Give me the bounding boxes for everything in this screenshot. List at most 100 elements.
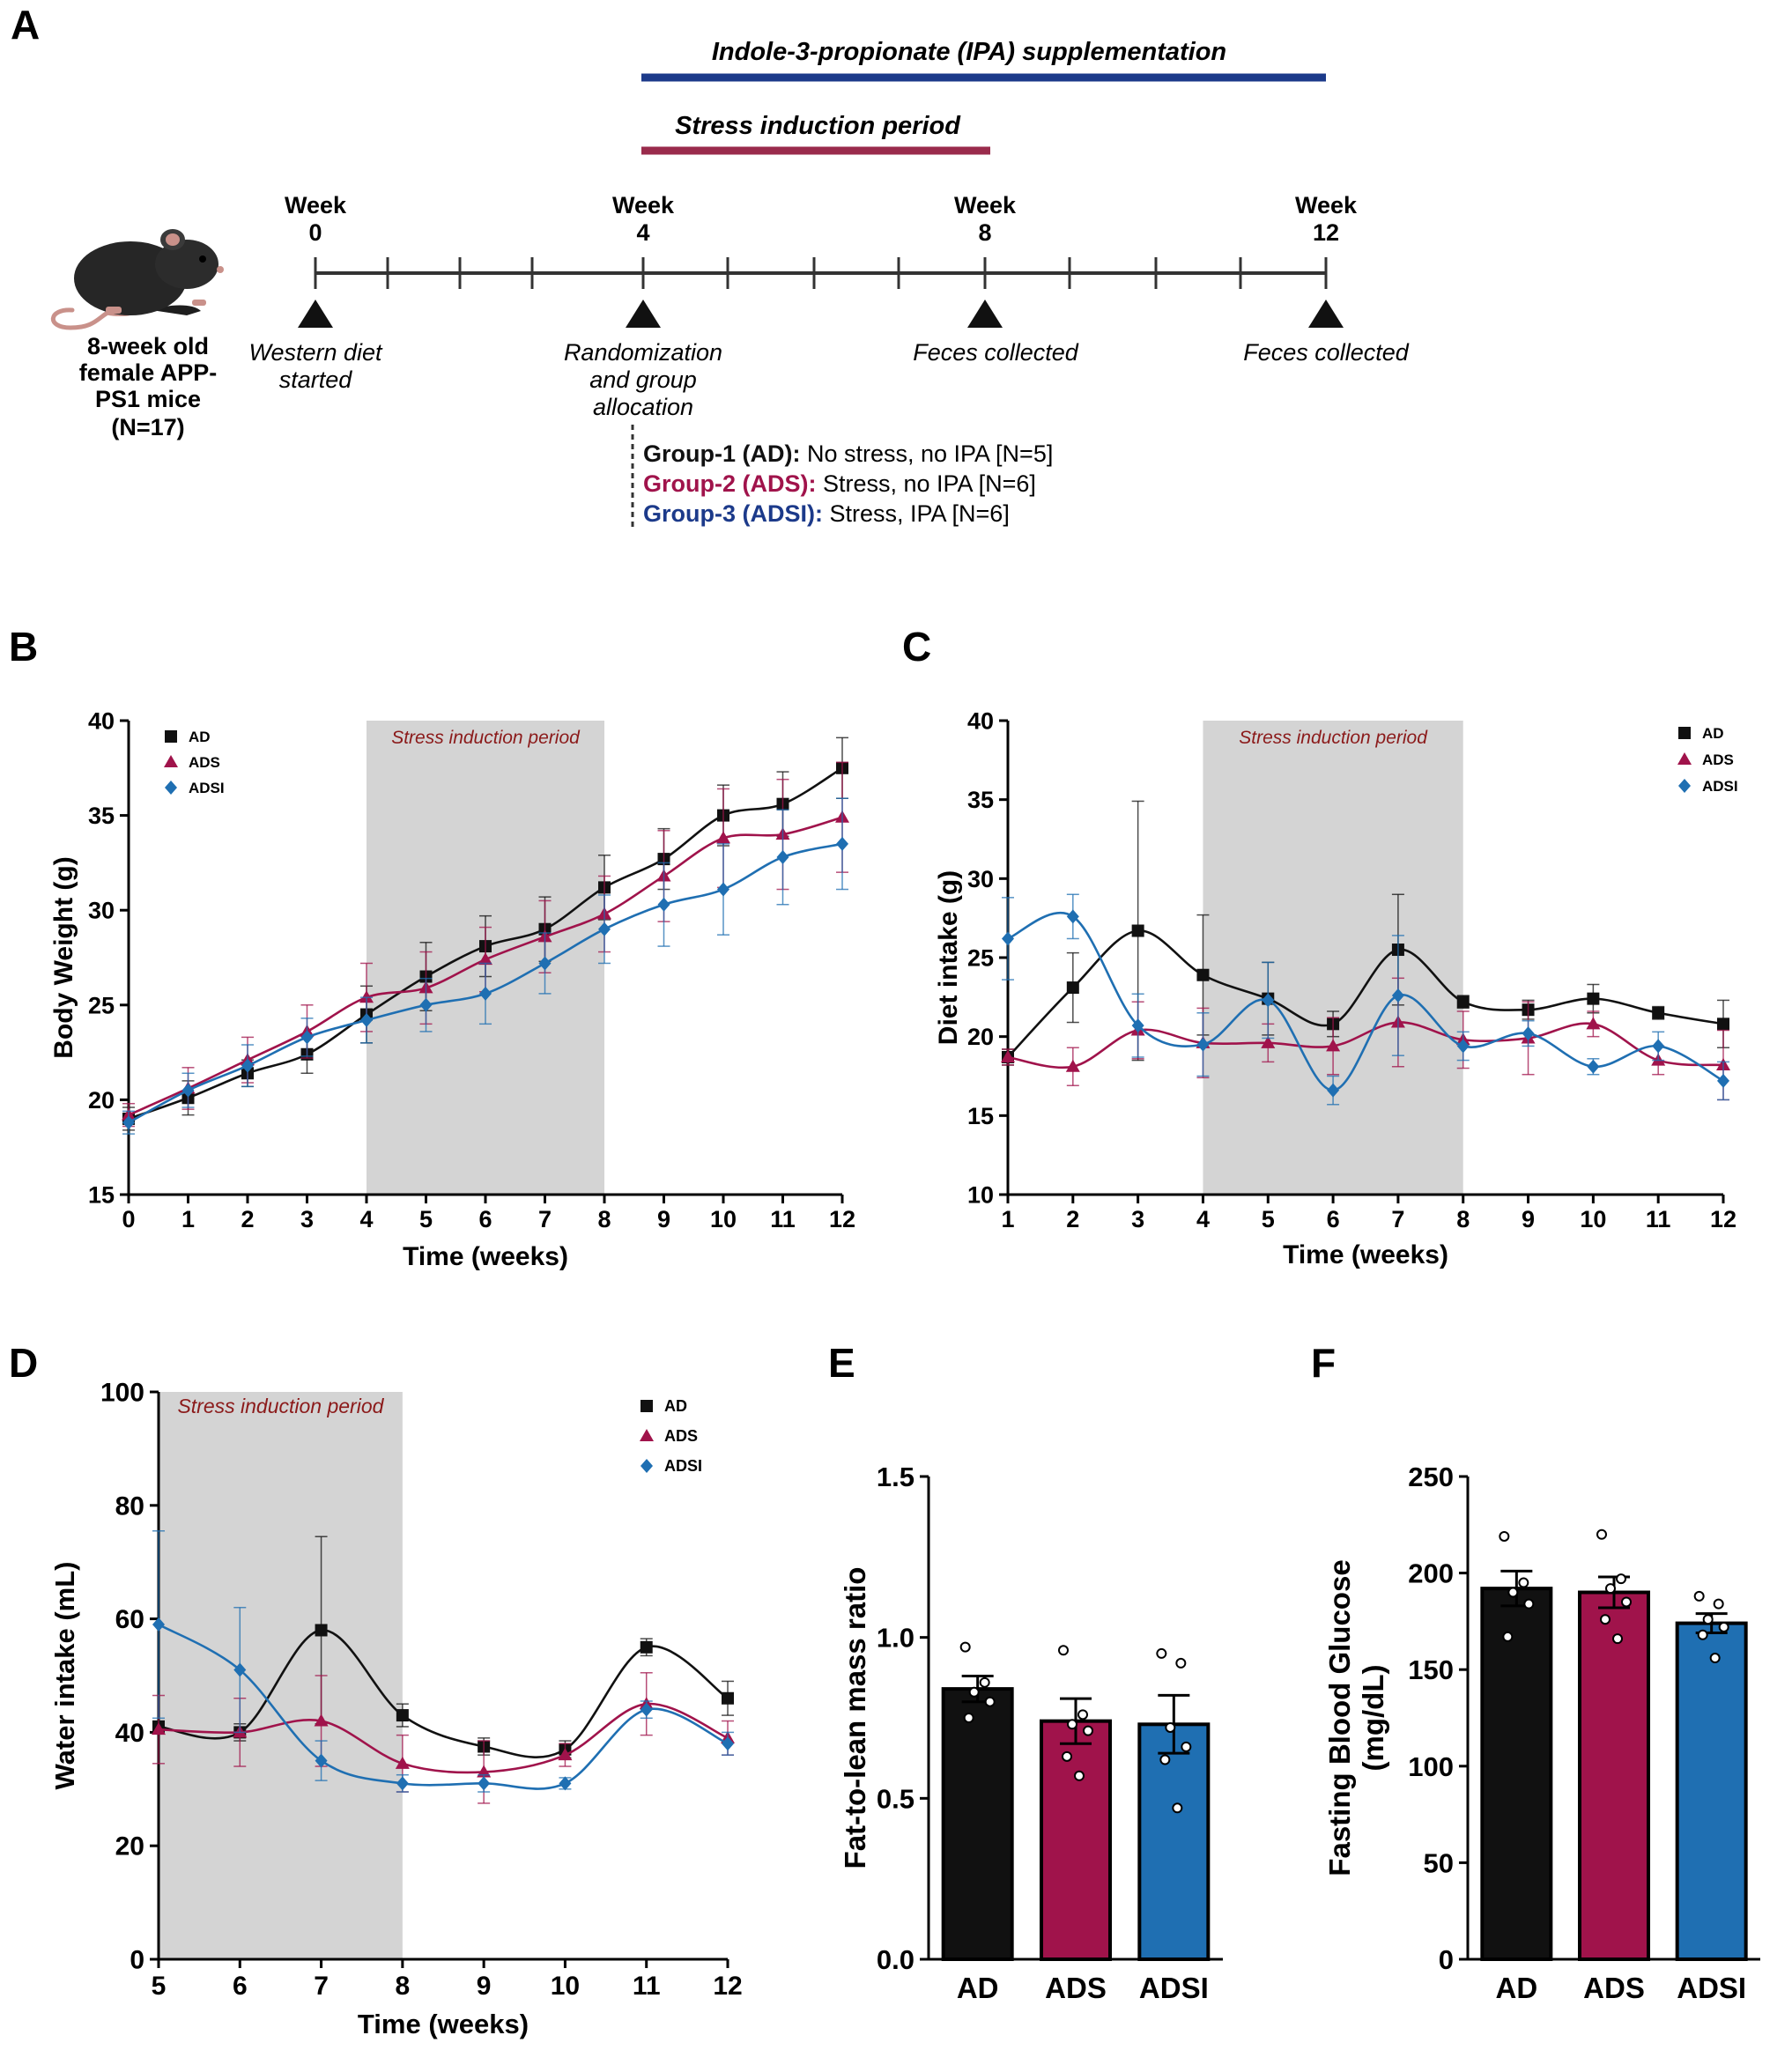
x-tick-label-d-9: 9	[477, 1972, 492, 2001]
panel-a: A Indole-3-propionate (IPA) supplementat…	[11, 2, 1410, 530]
data-point-e-ads-5	[1074, 1770, 1085, 1781]
x-tick-label-b-1: 1	[181, 1206, 195, 1232]
y-tick-label-e-0: 0.0	[877, 1944, 915, 1975]
x-tick-label-b-8: 8	[597, 1206, 611, 1232]
x-tick-label-b-0: 0	[122, 1206, 135, 1232]
x-tick-label-e-ads: ADS	[1045, 1972, 1107, 2004]
mouse-label-line-4: (N=17)	[111, 414, 184, 440]
legend-marker-c-ad	[1678, 727, 1691, 739]
data-point-c-adsi-11	[1717, 1073, 1729, 1088]
x-axis-label-d: Time (weeks)	[358, 2009, 529, 2039]
legend-marker-b-adsi	[165, 781, 177, 795]
y-axis-label-c: Diet intake (g)	[934, 870, 963, 1045]
x-tick-label-c-12: 12	[1710, 1206, 1736, 1232]
x-tick-label-d-11: 11	[633, 1972, 661, 2001]
data-point-d-adsi-6	[640, 1702, 653, 1717]
data-point-f-ad-1	[1518, 1577, 1529, 1588]
data-point-d-adsi-0	[152, 1617, 165, 1632]
y-tick-label-f-4: 200	[1408, 1558, 1454, 1589]
x-tick-label-c-6: 6	[1327, 1206, 1340, 1232]
data-point-d-ads-0	[152, 1722, 166, 1735]
panel-d-water-intake-chart: Stress induction period 0 20 40 60 80 100 5 6 7 8 9…	[49, 1379, 743, 2040]
data-point-d-adsi-5	[559, 1776, 572, 1791]
data-point-d-ad-2	[315, 1624, 328, 1637]
x-tick-label-c-3: 3	[1131, 1206, 1144, 1232]
x-tick-label-b-7: 7	[538, 1206, 552, 1232]
stress-shade-label-d: Stress induction period	[177, 1395, 384, 1417]
data-point-c-adsi-4	[1262, 993, 1275, 1008]
panel-e-fat-lean-chart: 0.0 0.5 1.0 1.5 AD ADS ADSI Fat-to-lean mass ra…	[839, 1462, 1223, 2004]
x-tick-label-d-6: 6	[233, 1972, 248, 2001]
data-point-d-ad-7	[722, 1691, 734, 1705]
data-point-b-adsi-11	[776, 849, 789, 864]
week-4-word: Week	[612, 192, 675, 218]
data-point-f-ad-3	[1523, 1598, 1535, 1610]
series-b-adsi	[122, 797, 848, 1135]
event-week-8-line-1: Feces collected	[913, 339, 1079, 366]
data-point-c-adsi-9	[1587, 1059, 1600, 1074]
week-8-marker-icon	[967, 300, 1003, 328]
x-axis-label-c: Time (weeks)	[1283, 1240, 1448, 1269]
data-point-c-ad-11	[1717, 1018, 1729, 1031]
panel-f-letter: F	[1311, 1340, 1336, 1386]
data-point-c-adsi-1	[1066, 909, 1079, 924]
data-point-e-ads-4	[1062, 1750, 1072, 1762]
data-point-f-adsi-5	[1709, 1653, 1721, 1664]
bar-e-adsi	[1137, 1722, 1211, 1961]
bar-e-ads	[1040, 1719, 1112, 1961]
week-8-word: Week	[954, 192, 1017, 218]
data-point-c-ad-1	[1066, 981, 1079, 995]
x-tick-label-c-4: 4	[1196, 1206, 1210, 1232]
data-point-c-adsi-3	[1196, 1037, 1210, 1052]
x-tick-label-b-6: 6	[478, 1206, 492, 1232]
x-tick-label-c-8: 8	[1456, 1206, 1470, 1232]
y-tick-label-b-35: 35	[88, 803, 115, 829]
panel-f-glucose-chart: 0 50 100 150 200 250 AD ADS ADSI Fasting Blood Gl…	[1323, 1462, 1760, 2004]
x-tick-label-f-adsi: ADSI	[1677, 1972, 1746, 2004]
data-point-f-ad-0	[1499, 1530, 1510, 1542]
legend-label-b-adsi: ADSI	[189, 780, 225, 796]
x-axis-label-b: Time (weeks)	[403, 1242, 568, 1271]
bar-f-ads	[1578, 1590, 1650, 1962]
data-point-e-ad-2	[968, 1686, 980, 1698]
y-tick-label-f-3: 150	[1408, 1654, 1454, 1685]
x-tick-label-c-10: 10	[1580, 1206, 1606, 1232]
data-point-b-adsi-8	[598, 921, 611, 936]
y-tick-label-e-1: 0.5	[877, 1783, 915, 1814]
x-tick-label-e-adsi: ADSI	[1139, 1972, 1209, 2004]
y-tick-label-c-25: 25	[967, 944, 994, 971]
y-tick-label-b-25: 25	[88, 992, 115, 1018]
data-point-b-adsi-12	[836, 836, 848, 851]
y-tick-label-d-0: 0	[130, 1946, 144, 1975]
data-point-f-adsi-3	[1718, 1621, 1729, 1632]
series-line-d-adsi	[159, 1623, 728, 1790]
data-point-c-ads-4	[1261, 1035, 1276, 1048]
legend-label-b-ads: ADS	[189, 754, 220, 771]
data-point-b-adsi-4	[360, 1013, 373, 1028]
data-point-b-adsi-7	[538, 956, 552, 971]
event-week-4-line-1: Randomization	[564, 339, 722, 366]
legend-marker-c-adsi	[1678, 779, 1691, 793]
y-tick-label-d-100: 100	[100, 1379, 144, 1408]
data-point-b-ads-6	[478, 952, 492, 966]
panel-d-letter: D	[9, 1340, 38, 1386]
y-tick-label-f-1: 50	[1424, 1847, 1454, 1878]
data-point-f-ads-1	[1616, 1573, 1626, 1585]
data-point-e-ad-4	[963, 1713, 974, 1723]
data-point-f-ads-5	[1612, 1633, 1623, 1645]
data-point-f-adsi-2	[1702, 1614, 1714, 1625]
data-point-f-ads-3	[1621, 1596, 1632, 1608]
y-axis-label-f-1: (mg/dL)	[1357, 1665, 1389, 1772]
stress-shade-label-b: Stress induction period	[391, 728, 581, 748]
panel-e-letter: E	[828, 1340, 855, 1386]
data-point-c-ads-9	[1586, 1017, 1601, 1030]
x-tick-label-c-7: 7	[1391, 1206, 1404, 1232]
x-tick-label-b-10: 10	[710, 1206, 737, 1232]
week-0-marker-icon	[298, 300, 333, 328]
data-point-b-ads-10	[716, 831, 730, 844]
x-tick-label-b-3: 3	[300, 1206, 314, 1232]
data-point-e-ads-2	[1067, 1719, 1077, 1730]
